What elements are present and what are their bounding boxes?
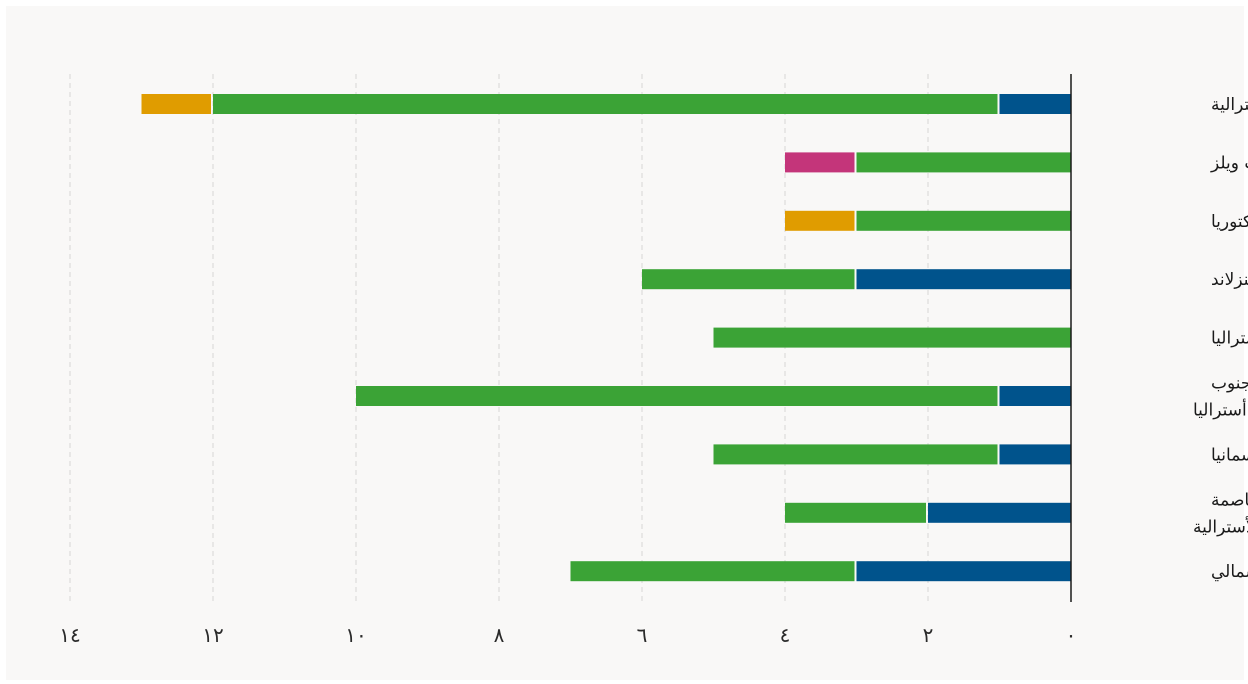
svg-text:أستراليا: أستراليا [1193, 399, 1247, 421]
bar-segment-1-1 [999, 94, 1071, 114]
bar-layer [141, 94, 1071, 582]
x-tick-label-4: ٤ [780, 623, 791, 647]
bar-segment-4-2 [642, 269, 855, 290]
bar-segment-3-3 [785, 210, 855, 231]
bar-segment-6-2 [356, 386, 998, 406]
category-label-2: نيو ساوث ويلز [1210, 153, 1248, 173]
svg-text:الإقليم الشمالي: الإقليم الشمالي [1211, 562, 1248, 582]
bar-segment-7-2 [713, 444, 998, 465]
x-tick-label-8: ٨ [494, 623, 505, 647]
bar-segment-1-3 [141, 94, 211, 114]
category-label-7: تسمانيا [1211, 445, 1248, 465]
bar-segment-8-1 [928, 502, 1071, 523]
x-tick-labels: ٠ ٢ ٤ ٦ ٨ ١٠ ١٢ ١٤ [59, 623, 1076, 647]
bar-segment-7-1 [999, 444, 1071, 465]
category-label-8: إقليم العاصمة الأسترالية [1193, 490, 1248, 537]
category-label-5: ولاية غرب أستراليا [1211, 327, 1248, 349]
category-label-4: ولاية كوينزلاند [1211, 270, 1248, 290]
category-label-6: ولاية جنوب أستراليا [1193, 374, 1248, 421]
bar-segment-1-2 [213, 94, 998, 114]
bar-segment-8-2 [785, 502, 926, 523]
category-label-3: ولاية فيكتوريا [1211, 212, 1248, 232]
category-label-9: الإقليم الشمالي [1211, 562, 1248, 582]
bar-segment-4-1 [856, 269, 1071, 290]
bar-segment-9-1 [856, 561, 1071, 582]
bar-segment-5-2 [713, 327, 1071, 348]
svg-text:الحكومة الأسترالية: الحكومة الأسترالية [1211, 94, 1248, 115]
x-tick-label-10: ١٠ [345, 623, 366, 647]
svg-text:ولاية فيكتوريا: ولاية فيكتوريا [1211, 212, 1248, 232]
x-tick-label-2: ٢ [923, 623, 934, 647]
x-tick-label-0: ٠ [1066, 623, 1077, 647]
bar-segment-2-2 [856, 152, 1071, 173]
bar-segment-6-1 [999, 386, 1071, 406]
svg-text:الأسترالية: الأسترالية [1193, 516, 1248, 537]
bar-segment-3-2 [856, 210, 1071, 231]
svg-text:إقليم العاصمة: إقليم العاصمة [1211, 490, 1248, 510]
svg-text:ولاية كوينزلاند: ولاية كوينزلاند [1211, 270, 1248, 290]
category-labels: الحكومة الأسترالية نيو ساوث ويلز ولاية فيك… [1193, 94, 1248, 582]
svg-text:تسمانيا: تسمانيا [1211, 445, 1248, 465]
x-tick-label-6: ٦ [637, 623, 648, 647]
category-label-1: الحكومة الأسترالية [1211, 94, 1248, 115]
x-tick-label-14: ١٤ [59, 623, 80, 647]
x-tick-label-12: ١٢ [202, 623, 223, 647]
svg-text:ولاية جنوب: ولاية جنوب [1211, 374, 1248, 394]
bar-segment-9-2 [570, 561, 855, 582]
svg-text:نيو ساوث ويلز: نيو ساوث ويلز [1210, 153, 1248, 173]
bar-segment-2-4 [785, 152, 855, 173]
svg-text:ولاية غرب أستراليا: ولاية غرب أستراليا [1211, 327, 1248, 349]
